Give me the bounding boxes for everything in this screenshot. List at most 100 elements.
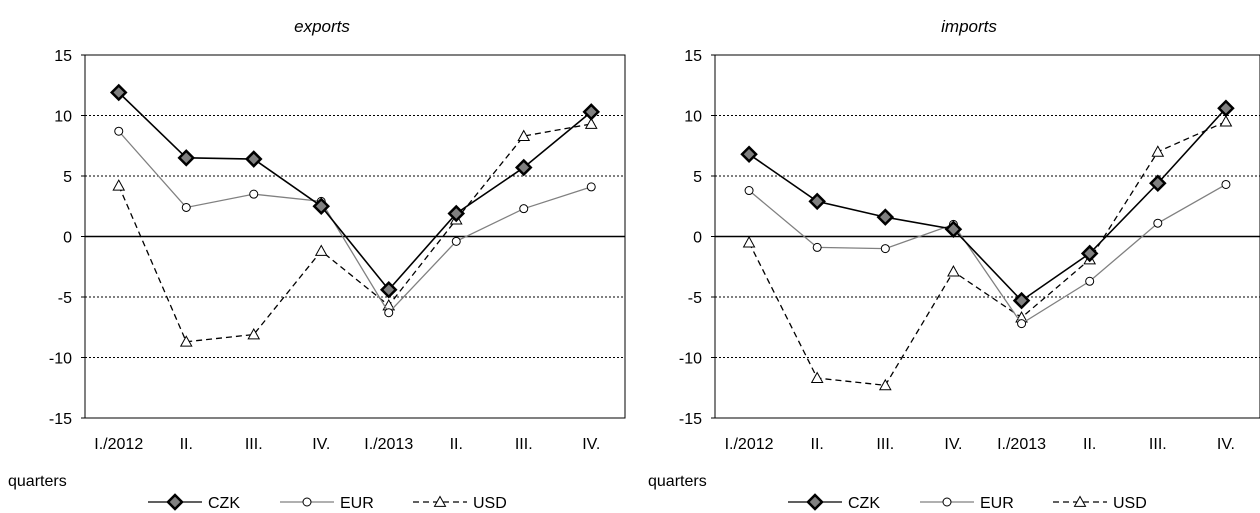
y-tick-label: -10 [679, 351, 702, 368]
marker-czk [177, 149, 196, 167]
marker-czk [312, 197, 331, 216]
y-tick-label: -10 [49, 351, 72, 368]
marker-eur [302, 497, 312, 507]
series-line-usd [118, 123, 592, 343]
marker-usd [179, 335, 193, 347]
y-tick-label: 10 [54, 109, 72, 126]
marker-czk [808, 192, 826, 211]
marker-usd [314, 244, 328, 256]
series-czk [740, 99, 1235, 310]
legend: CZK EUR USD [788, 493, 1147, 512]
marker-czk [109, 83, 128, 102]
marker-usd [247, 327, 261, 340]
x-tick-label: IV. [944, 436, 962, 453]
series-line-eur [748, 183, 1227, 325]
marker-czk [1012, 291, 1031, 310]
x-axis-label: quarters [8, 473, 67, 490]
marker-czk [876, 208, 895, 226]
marker-czk [944, 220, 963, 239]
marker-eur [451, 236, 461, 246]
marker-usd [947, 265, 960, 277]
series-eur [114, 126, 596, 318]
series-line-czk [748, 107, 1227, 302]
x-tick-label: I./2013 [364, 436, 413, 453]
legend-label-eur: EUR [340, 495, 374, 512]
marker-eur [249, 189, 259, 199]
legend-label-usd: USD [1113, 495, 1147, 512]
marker-usd [433, 495, 447, 507]
y-tick-label: 10 [684, 109, 702, 126]
marker-czk [1217, 99, 1235, 118]
x-tick-label: I./2012 [725, 436, 774, 453]
marker-eur [586, 182, 596, 192]
marker-czk [1149, 174, 1167, 193]
x-tick-label: IV. [312, 436, 330, 453]
legend-label-usd: USD [473, 495, 507, 512]
marker-czk [514, 158, 533, 177]
y-tick-label: 0 [693, 230, 702, 247]
marker-eur [181, 202, 191, 212]
marker-eur [1017, 319, 1027, 329]
marker-eur [744, 186, 754, 196]
chart-title: imports [941, 17, 997, 36]
y-tick-label: -15 [49, 411, 72, 428]
x-tick-label: III. [245, 436, 263, 453]
marker-usd [742, 236, 756, 248]
x-axis-label: quarters [648, 473, 707, 490]
y-tick-label: -5 [688, 290, 702, 307]
marker-eur [880, 244, 890, 254]
legend-label-czk: CZK [848, 495, 880, 512]
marker-eur [1085, 276, 1095, 286]
y-tick-label: 0 [63, 230, 72, 247]
series-eur [744, 179, 1231, 329]
marker-eur [384, 308, 394, 318]
y-tick-label: 5 [63, 169, 72, 186]
x-tick-label: III. [876, 436, 894, 453]
x-tick-label: II. [1083, 436, 1096, 453]
marker-usd [1073, 495, 1087, 507]
marker-czk [447, 204, 466, 223]
series-usd [112, 117, 598, 347]
marker-czk [740, 145, 758, 163]
y-tick-label: 15 [684, 48, 702, 65]
marker-eur [942, 497, 952, 507]
x-tick-label: I./2013 [997, 436, 1046, 453]
marker-eur [114, 126, 124, 136]
marker-usd [584, 117, 598, 129]
y-tick-label: 15 [54, 48, 72, 65]
chart-title: exports [294, 17, 350, 36]
marker-czk [166, 493, 184, 511]
x-tick-label: II. [180, 436, 193, 453]
marker-czk [379, 280, 398, 299]
marker-eur [1153, 218, 1163, 228]
x-tick-label: III. [1149, 436, 1167, 453]
x-tick-label: IV. [1217, 436, 1235, 453]
marker-usd [1151, 145, 1165, 157]
marker-usd [517, 129, 531, 141]
marker-usd [112, 179, 126, 191]
legend-label-eur: EUR [980, 495, 1014, 512]
marker-eur [519, 204, 529, 214]
y-tick-label: -5 [58, 290, 72, 307]
series-usd [742, 115, 1233, 391]
marker-eur [1221, 179, 1231, 189]
x-tick-label: II. [450, 436, 463, 453]
series-line-usd [748, 120, 1227, 387]
marker-czk [582, 103, 601, 121]
series-line-eur [118, 130, 592, 314]
x-tick-label: IV. [582, 436, 600, 453]
marker-usd [878, 378, 892, 391]
x-tick-label: I./2012 [94, 436, 143, 453]
legend-label-czk: CZK [208, 495, 240, 512]
marker-czk [1080, 244, 1099, 263]
legend: CZK EUR USD [148, 493, 507, 512]
y-tick-label: 5 [693, 169, 702, 186]
series-czk [109, 83, 601, 299]
chart-exports: exports 15 10 5 0 -5 -10 -15 I./2012 II. III. IV. I.… [8, 17, 626, 512]
marker-czk [806, 493, 824, 511]
series-line-czk [118, 91, 592, 291]
x-tick-label: III. [515, 436, 533, 453]
marker-usd [810, 371, 824, 383]
marker-usd [1219, 115, 1233, 127]
